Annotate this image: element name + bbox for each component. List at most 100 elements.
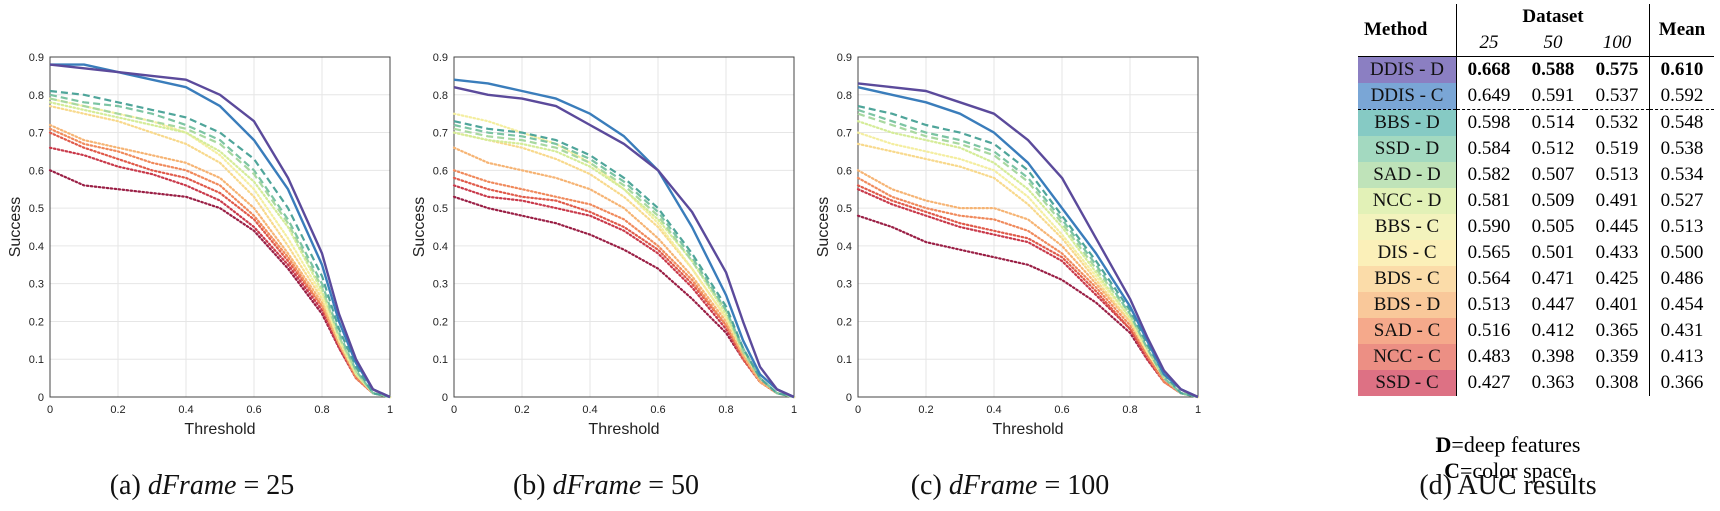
method-cell: DDIS - D [1358,56,1457,83]
method-cell: BDS - C [1358,266,1457,292]
series-line-ncc-d [856,120,1200,399]
y-axis-label: Success [7,197,24,257]
table-notes: D=deep features C=color space [1358,432,1658,484]
caption-a-suffix: = 25 [236,470,295,501]
auc-value-cell: 0.359 [1585,344,1650,370]
method-cell: DIS - C [1358,240,1457,266]
x-tick-label: 1 [1195,404,1201,416]
series-line-ssd-c [452,195,796,399]
x-tick-label: 0.8 [1122,404,1137,416]
x-tick-label: 0.6 [246,404,261,416]
note-color-key: C [1444,458,1460,483]
table-row: BDS - C 0.564 0.471 0.425 0.486 [1358,266,1714,292]
auc-value-cell: 0.427 [1467,372,1511,393]
table-row: DDIS - D 0.668 0.588 0.575 0.610 [1358,56,1714,83]
auc-value-cell: 0.483 [1467,346,1511,367]
auc-value-cell: 0.565 [1467,242,1511,263]
caption-b: (b) dFrame = 50 [404,470,808,502]
caption-a: (a) dFrame = 25 [0,470,404,502]
y-tick-label: 0 [38,392,44,404]
x-tick-label: 0.6 [1054,404,1069,416]
mean-value-cell: 0.538 [1660,138,1704,159]
method-cell: BBS - C [1358,214,1457,240]
caption-a-prefix: (a) [109,470,148,501]
method-cell: SSD - D [1358,136,1457,162]
auc-value-cell: 0.588 [1531,59,1575,80]
mean-value-cell: 0.610 [1660,59,1704,80]
x-tick-label: 0.2 [514,404,529,416]
x-tick-label: 0.8 [314,404,329,416]
table-row: SSD - C 0.427 0.363 0.308 0.366 [1358,370,1714,396]
mean-value-cell: 0.500 [1660,242,1704,263]
y-tick-label: 0.9 [837,52,852,64]
y-axis-label: Success [411,197,428,257]
mean-value-cell: 0.454 [1660,294,1704,315]
y-tick-label: 0.4 [837,241,852,253]
auc-value-cell: 0.532 [1585,109,1650,136]
axes-box [49,56,391,398]
x-tick-label: 0.4 [582,404,597,416]
caption-a-var: dFrame [147,470,237,501]
auc-value-cell: 0.398 [1531,346,1575,367]
mean-value-cell: 0.534 [1660,164,1704,185]
y-tick-label: 0.5 [837,203,852,215]
auc-value-cell: 0.501 [1531,242,1575,263]
mean-value-cell: 0.413 [1660,346,1704,367]
x-axis-label: Threshold [588,421,659,438]
auc-value-cell: 0.598 [1467,112,1511,133]
caption-c-suffix: = 100 [1037,470,1110,501]
header-method: Method [1358,4,1457,57]
note-color: C=color space [1358,458,1658,484]
y-tick-label: 0.8 [433,90,448,102]
x-axis-label: Threshold [992,421,1063,438]
auc-value-cell: 0.445 [1585,214,1650,240]
auc-value-cell: 0.584 [1467,138,1511,159]
caption-b-prefix: (b) [512,470,553,501]
note-deep-key: D [1435,432,1452,457]
y-tick-label: 0.1 [433,354,448,366]
auc-value-cell: 0.308 [1585,370,1650,396]
auc-value-cell: 0.425 [1585,266,1650,292]
y-tick-label: 0.7 [837,128,852,140]
auc-value-cell: 0.591 [1531,85,1575,106]
series-line-ddis-c [857,86,1199,399]
table-body: DDIS - D 0.668 0.588 0.575 0.610 DDIS - C 0.64… [1358,56,1714,396]
auc-value-cell: 0.582 [1467,164,1511,185]
method-cell: NCC - C [1358,344,1457,370]
auc-value-cell: 0.516 [1467,320,1511,341]
header-sub-50: 50 [1543,32,1563,53]
y-tick-label: 0.2 [433,316,448,328]
x-tick-label: 0.2 [918,404,933,416]
auc-value-cell: 0.507 [1531,164,1575,185]
table-row: SSD - D 0.584 0.512 0.519 0.538 [1358,136,1714,162]
y-tick-label: 0.2 [837,316,852,328]
mean-value-cell: 0.431 [1660,320,1704,341]
auc-value-cell: 0.514 [1531,112,1575,133]
table-row: DIS - C 0.565 0.501 0.433 0.500 [1358,240,1714,266]
method-cell: BBS - D [1358,109,1457,136]
caption-c-prefix: (c) [910,470,949,501]
table-row: SAD - D 0.582 0.507 0.513 0.534 [1358,162,1714,188]
auc-table-wrap: Method Dataset Mean 25 50 100 DDIS - D 0.… [1358,4,1718,396]
x-tick-label: 0.6 [650,404,665,416]
axes-box [453,56,795,398]
table-row: BDS - D 0.513 0.447 0.401 0.454 [1358,292,1714,318]
y-tick-label: 0.3 [837,279,852,291]
auc-value-cell: 0.668 [1467,59,1511,80]
y-tick-label: 0.5 [29,203,44,215]
y-tick-label: 0.7 [29,128,44,140]
y-tick-label: 0 [846,392,852,404]
table-header-row: Method Dataset Mean [1358,4,1714,57]
auc-value-cell: 0.537 [1585,83,1650,110]
series-line-ddis-d [857,82,1199,399]
method-cell: DDIS - C [1358,83,1457,110]
caption-d: (d) AUC results [1419,470,1597,501]
y-tick-label: 0.6 [433,165,448,177]
auc-value-cell: 0.564 [1467,268,1511,289]
note-color-text: =color space [1459,458,1572,483]
plot-b: 0 0.1 0.2 0.3 0.4 0.5 0.6 0.7 0.8 0.9 0 0.2 0.4 0.6 0.… [411,52,797,438]
caption-c-var: dFrame [948,470,1038,501]
y-tick-label: 0.6 [837,165,852,177]
table-row: BBS - D 0.598 0.514 0.532 0.548 [1358,109,1714,136]
series-line-bbs-d [49,89,391,399]
